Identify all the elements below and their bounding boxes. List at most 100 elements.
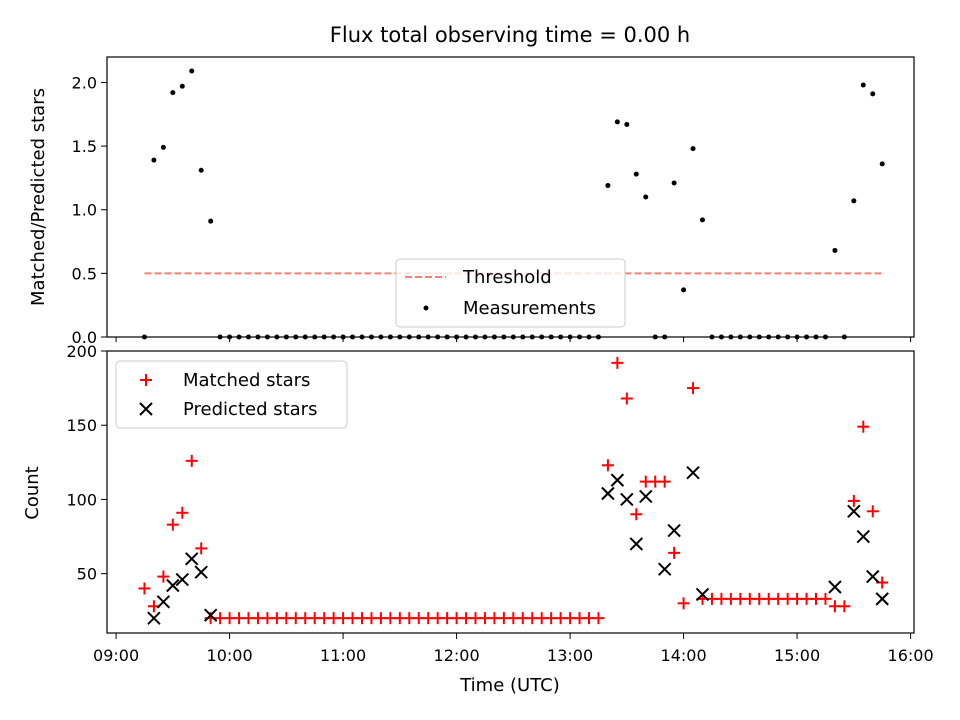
- matched-star-point: [195, 542, 208, 555]
- predicted-star-point: [695, 587, 710, 602]
- matched-star-point: [630, 508, 643, 521]
- matched-star-point: [157, 570, 170, 583]
- bottom-legend: Matched stars Predicted stars: [115, 360, 348, 429]
- measurement-point: [179, 83, 185, 89]
- matched-star-point: [138, 582, 151, 595]
- legend-matched-swatch: [140, 374, 152, 386]
- predicted-star-point: [639, 489, 653, 504]
- x-axis-label: Time (UTC): [459, 675, 560, 696]
- legend-threshold-label: Threshold: [462, 267, 552, 288]
- measurement-point: [198, 167, 204, 173]
- bottom-legend-box: [115, 360, 348, 429]
- measurement-point: [151, 157, 157, 163]
- predicted-star-point: [194, 565, 208, 579]
- legend-matched-label: Matched stars: [183, 370, 310, 391]
- bottom-plot-area: [138, 356, 889, 625]
- matched-star-point: [658, 475, 671, 488]
- top-y-tick-label: 1.5: [72, 137, 97, 156]
- matched-star-point: [176, 506, 189, 519]
- matched-star-point: [185, 454, 198, 467]
- top-y-tick-label: 2.0: [72, 73, 97, 92]
- predicted-star-point: [657, 562, 672, 576]
- x-tick-label: 15:00: [774, 646, 820, 665]
- top-y-axis-label: Matched/Predicted stars: [28, 88, 49, 306]
- measurement-point: [851, 198, 857, 204]
- measurement-point: [160, 144, 166, 150]
- measurement-point: [170, 90, 176, 96]
- measurement-point: [624, 121, 630, 127]
- bottom-panel: Count Time (UTC) 50 100 150 200 09:00 10:00 1…: [22, 342, 934, 696]
- measurement-point: [605, 183, 611, 189]
- matched-star-point: [847, 494, 860, 507]
- predicted-star-point: [620, 492, 634, 507]
- measurement-point: [671, 180, 677, 186]
- bottom-y-axis: 50 100 150 200: [66, 342, 107, 584]
- predicted-star-point: [686, 465, 700, 480]
- top-panel: Flux total observing time = 0.00 h Match…: [28, 23, 915, 347]
- top-y-tick-label: 1.0: [72, 201, 97, 220]
- predicted-star-point: [847, 504, 861, 519]
- predicted-star-point: [156, 595, 171, 609]
- x-tick-label: 13:00: [547, 646, 593, 665]
- bottom-y-tick-label: 150: [66, 416, 97, 435]
- measurement-point: [614, 119, 620, 125]
- predicted-star-point: [667, 523, 681, 538]
- x-tick-label: 16:00: [888, 646, 934, 665]
- predicted-star-point: [601, 486, 615, 501]
- x-tick-label: 14:00: [661, 646, 707, 665]
- predicted-star-point: [203, 608, 218, 622]
- matched-star-point: [611, 356, 624, 369]
- predicted-star-point: [175, 572, 189, 587]
- matched-star-point: [838, 600, 851, 613]
- predicted-star-point: [875, 592, 889, 606]
- matched-star-point: [601, 459, 614, 472]
- measurement-point: [690, 146, 696, 152]
- predicted-star-point: [185, 552, 199, 566]
- bottom-y-axis-label: Count: [22, 466, 43, 519]
- bottom-y-tick-label: 100: [66, 490, 97, 509]
- matched-star-point: [668, 546, 681, 559]
- top-legend-box: [395, 258, 626, 328]
- measurement-point: [700, 217, 706, 223]
- legend-measurements-swatch: [423, 305, 429, 311]
- matched-star-point: [866, 505, 879, 518]
- predicted-star-point: [866, 569, 880, 584]
- matched-star-point: [857, 420, 870, 433]
- predicted-star-point: [856, 529, 871, 544]
- measurement-point: [189, 68, 195, 74]
- matched-star-point: [677, 597, 690, 610]
- measurement-point: [860, 82, 866, 88]
- top-axes-frame: [106, 56, 915, 338]
- bottom-x-axis: 09:00 10:00 11:00 12:00 13:00 14:00 15:00 16:00: [93, 633, 934, 665]
- measurement-point: [633, 171, 639, 177]
- bottom-y-tick-label: 200: [66, 342, 97, 361]
- chart-title: Flux total observing time = 0.00 h: [330, 23, 690, 47]
- bottom-axes-frame: [106, 350, 915, 634]
- measurement-point: [879, 161, 885, 167]
- legend-predicted-label: Predicted stars: [183, 399, 317, 420]
- matched-star-point: [687, 382, 700, 395]
- measurement-point: [643, 194, 649, 200]
- measurement-point: [208, 218, 214, 224]
- top-y-tick-label: 0.0: [72, 328, 97, 347]
- predicted-star-point: [828, 580, 842, 594]
- measurement-point: [681, 287, 687, 293]
- legend-predicted-swatch: [139, 402, 153, 416]
- top-y-axis: 0.0 0.5 1.0 1.5 2.0: [72, 73, 107, 347]
- x-tick-label: 10:00: [207, 646, 253, 665]
- x-tick-label: 12:00: [434, 646, 480, 665]
- x-tick-label: 09:00: [93, 646, 139, 665]
- predicted-star-point: [629, 537, 644, 551]
- predicted-star-point: [166, 578, 180, 593]
- matched-star-point: [592, 612, 605, 625]
- predicted-star-point: [610, 473, 625, 487]
- bottom-y-tick-label: 50: [77, 565, 97, 584]
- predicted-star-point: [147, 611, 161, 625]
- top-legend: Threshold Measurements: [395, 258, 626, 328]
- top-y-tick-label: 0.5: [72, 264, 97, 283]
- x-tick-label: 11:00: [320, 646, 366, 665]
- matched-star-point: [819, 592, 832, 605]
- matched-star-point: [166, 518, 179, 531]
- measurement-point: [832, 247, 838, 253]
